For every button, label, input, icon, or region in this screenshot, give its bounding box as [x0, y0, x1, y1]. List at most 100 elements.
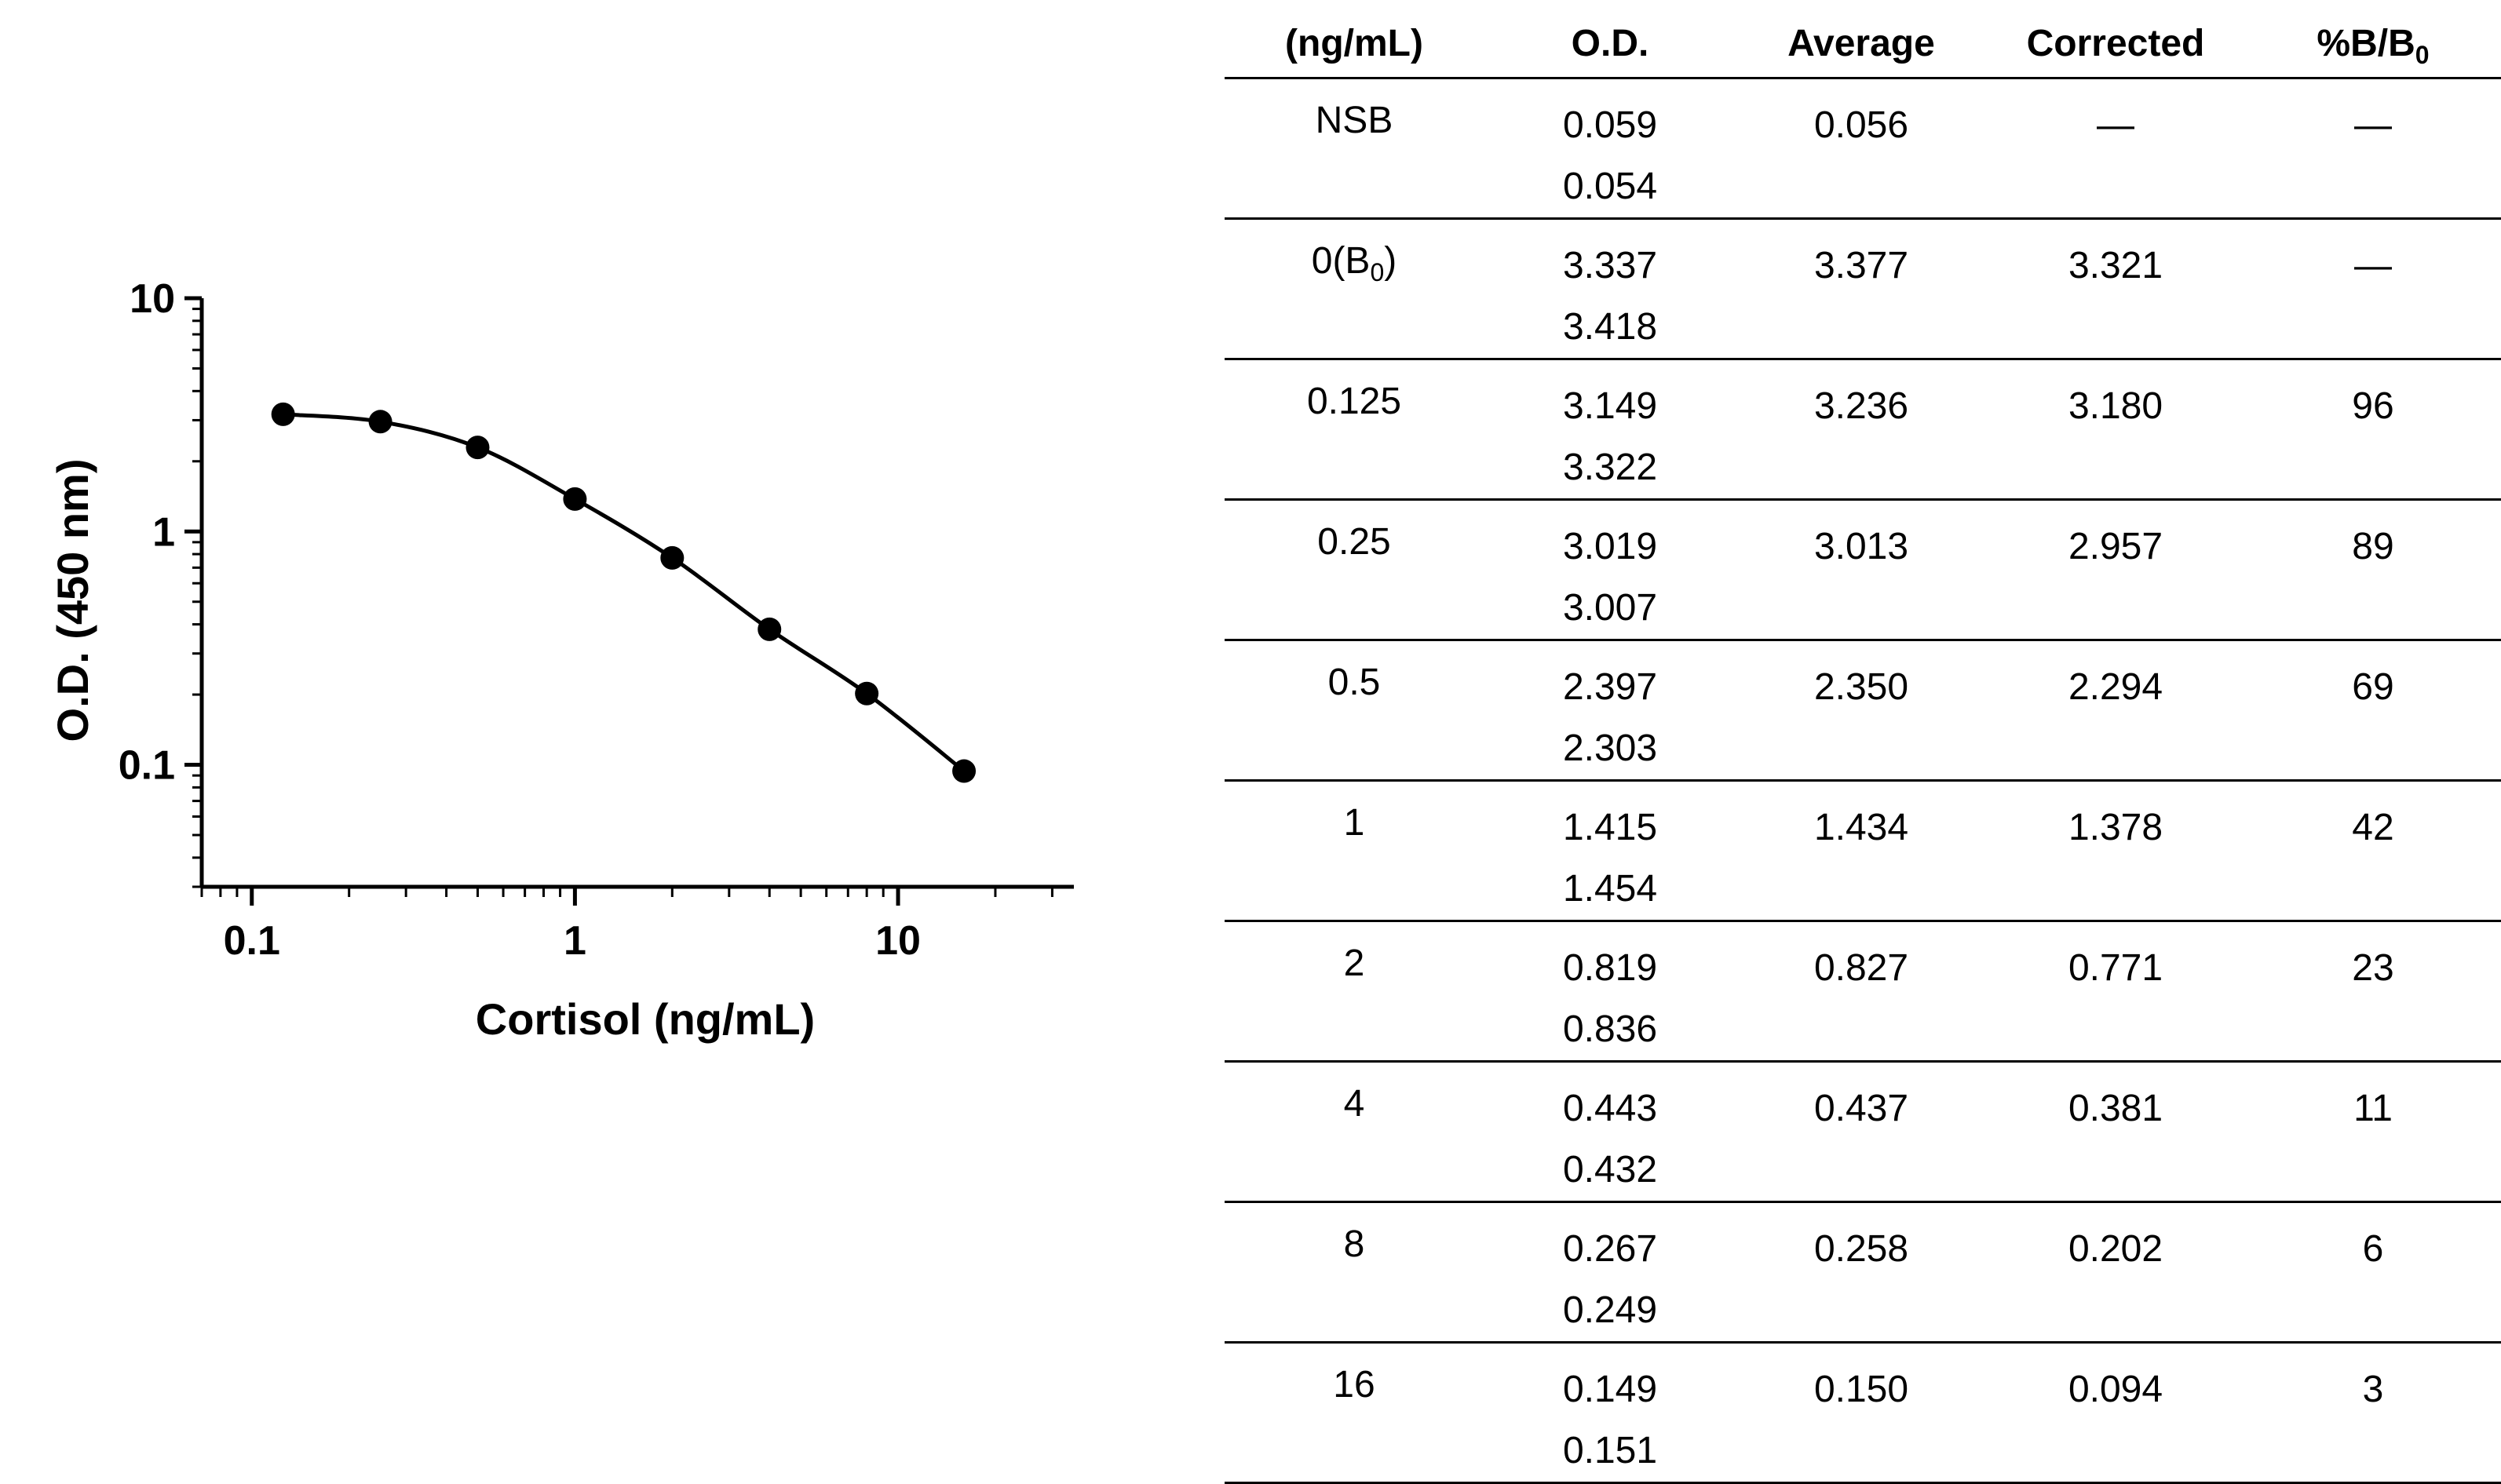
cell-concentration: 1 [1225, 780, 1484, 922]
table-row: 0(B0) 3.337 3.418 3.377 3.321 — [1225, 218, 2501, 360]
table-row: NSB 0.059 0.054 0.056 — — [1225, 78, 2501, 220]
concentration-value: 1 [1343, 802, 1365, 844]
data-point [758, 617, 782, 641]
percent-value: — [2354, 104, 2392, 146]
percent-value: 96 [2352, 385, 2394, 427]
cell-average: 1.434 [1736, 780, 1986, 922]
data-point [271, 402, 295, 426]
od-value-2: 3.322 [1562, 447, 1658, 488]
percent-value: 23 [2352, 947, 2394, 989]
cell-concentration: 0.125 [1225, 359, 1484, 501]
cell-percent-b-b0: 42 [2245, 780, 2501, 922]
standard-data-table: (ng/mL) O.D. Average Corrected %B/B0 NSB… [1225, 9, 2501, 1484]
cell-percent-b-b0: — [2245, 78, 2501, 220]
od-value-1: 0.819 [1562, 947, 1658, 989]
cell-corrected: 0.202 [1986, 1201, 2245, 1344]
cell-percent-b-b0: 3 [2245, 1342, 2501, 1484]
table-header-row: (ng/mL) O.D. Average Corrected %B/B0 [1225, 9, 2501, 79]
od-value-1: 3.149 [1562, 385, 1658, 427]
data-point [855, 681, 879, 706]
y-tick-label: 0.1 [119, 743, 175, 789]
header-percent-b-b0: %B/B0 [2245, 9, 2501, 79]
cell-corrected: 3.321 [1986, 218, 2245, 360]
standard-curve-chart: 0.1 1 10 0.1 1 10 Cortisol (ng/mL) O.D. (450 … [48, 276, 1074, 1044]
average-value: 3.377 [1813, 245, 1909, 286]
header-concentration: (ng/mL) [1225, 9, 1484, 79]
cell-percent-b-b0: 23 [2245, 921, 2501, 1063]
percent-value: 3 [2362, 1369, 2384, 1410]
cell-concentration: NSB [1225, 78, 1484, 220]
table-row: 0.125 3.149 3.322 3.236 3.180 96 [1225, 359, 2501, 501]
cell-od: 0.443 0.432 [1484, 1061, 1736, 1203]
table-row: 8 0.267 0.249 0.258 0.202 6 [1225, 1201, 2501, 1344]
concentration-value: 4 [1343, 1083, 1365, 1125]
table-row: 4 0.443 0.432 0.437 0.381 11 [1225, 1061, 2501, 1203]
od-value-2: 0.151 [1562, 1430, 1658, 1471]
x-axis-label: Cortisol (ng/mL) [476, 994, 815, 1044]
corrected-value: — [2097, 104, 2134, 146]
od-value-1: 3.337 [1562, 245, 1658, 286]
average-value: 2.350 [1813, 666, 1909, 708]
concentration-value: 0.5 [1327, 662, 1381, 703]
cell-average: 0.150 [1736, 1342, 1986, 1484]
od-value-1: 0.149 [1562, 1369, 1658, 1410]
concentration-value: 16 [1333, 1364, 1375, 1406]
corrected-value: 0.381 [2068, 1088, 2163, 1129]
table-row: 1 1.415 1.454 1.434 1.378 42 [1225, 780, 2501, 922]
data-point [563, 487, 587, 511]
cell-corrected: 2.957 [1986, 499, 2245, 641]
od-value-2: 3.007 [1562, 587, 1658, 629]
od-value-1: 1.415 [1562, 807, 1658, 848]
percent-value: 69 [2352, 666, 2394, 708]
x-tick-label: 1 [564, 918, 586, 964]
corrected-value: 0.771 [2068, 947, 2163, 989]
cell-percent-b-b0: — [2245, 218, 2501, 360]
od-value-2: 0.432 [1562, 1149, 1658, 1190]
corrected-value: 3.180 [2068, 385, 2163, 427]
percent-value: 89 [2352, 526, 2394, 567]
corrected-value: 2.957 [2068, 526, 2163, 567]
table-row: 0.5 2.397 2.303 2.350 2.294 69 [1225, 640, 2501, 782]
percent-value: 42 [2352, 807, 2394, 848]
fit-curve-layer [283, 412, 966, 773]
y-tick-label: 1 [152, 509, 175, 555]
cell-average: 3.377 [1736, 218, 1986, 360]
od-value-2: 0.054 [1562, 166, 1658, 207]
percent-value: — [2354, 245, 2392, 286]
od-value-1: 0.267 [1562, 1228, 1658, 1270]
header-od: O.D. [1484, 9, 1736, 79]
cell-corrected: — [1986, 78, 2245, 220]
cell-od: 0.267 0.249 [1484, 1201, 1736, 1344]
average-value: 0.056 [1813, 104, 1909, 146]
corrected-value: 2.294 [2068, 666, 2163, 708]
corrected-value: 0.202 [2068, 1228, 2163, 1270]
concentration-value: 2 [1343, 943, 1365, 984]
cell-corrected: 0.094 [1986, 1342, 2245, 1484]
table-row: 2 0.819 0.836 0.827 0.771 23 [1225, 921, 2501, 1063]
average-value: 0.150 [1813, 1369, 1909, 1410]
od-value-2: 3.418 [1562, 306, 1658, 348]
concentration-value: 0.125 [1306, 381, 1402, 422]
cell-corrected: 0.771 [1986, 921, 2245, 1063]
cell-od: 2.397 2.303 [1484, 640, 1736, 782]
cell-percent-b-b0: 11 [2245, 1061, 2501, 1203]
cell-percent-b-b0: 89 [2245, 499, 2501, 641]
cell-percent-b-b0: 69 [2245, 640, 2501, 782]
cell-average: 3.013 [1736, 499, 1986, 641]
header-corrected: Corrected [1986, 9, 2245, 79]
od-value-2: 0.836 [1562, 1008, 1658, 1050]
header-average: Average [1736, 9, 1986, 79]
cell-concentration: 16 [1225, 1342, 1484, 1484]
percent-value: 11 [2353, 1088, 2393, 1129]
data-point [952, 759, 977, 783]
y-axis-label: O.D. (450 nm) [48, 459, 97, 742]
cell-average: 0.258 [1736, 1201, 1986, 1344]
average-value: 1.434 [1813, 807, 1909, 848]
average-value: 0.827 [1813, 947, 1909, 989]
cell-od: 1.415 1.454 [1484, 780, 1736, 922]
cell-corrected: 2.294 [1986, 640, 2245, 782]
cell-concentration: 0(B0) [1225, 218, 1484, 360]
y-tick-label: 10 [130, 276, 175, 322]
axes: 0.1 1 10 0.1 1 10 [119, 276, 1074, 964]
average-value: 3.013 [1813, 526, 1909, 567]
